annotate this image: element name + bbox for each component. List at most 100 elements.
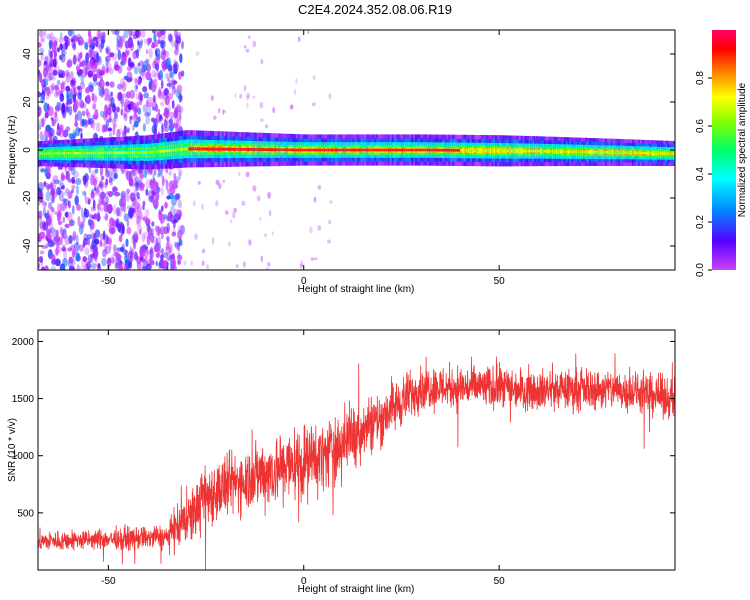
- signal-cell: [354, 148, 358, 152]
- signal-cell: [294, 148, 297, 152]
- noise-speckle: [47, 229, 53, 239]
- signal-cell: [184, 147, 188, 151]
- spectrogram-y-tick-label: 20: [22, 96, 33, 108]
- snr-y-tick-label: 2000: [12, 337, 35, 348]
- signal-cell: [575, 150, 578, 153]
- colorbar-tick-label: 0.6: [695, 119, 706, 133]
- signal-cell: [327, 148, 330, 152]
- signal-cell: [88, 151, 92, 155]
- noise-speckle: [263, 233, 268, 237]
- noise-speckle: [136, 225, 143, 232]
- noise-speckle: [147, 249, 154, 255]
- noise-speckle: [97, 32, 103, 38]
- noise-speckle: [128, 177, 134, 186]
- noise-speckle: [112, 186, 118, 192]
- signal-cell: [122, 151, 125, 154]
- noise-speckle: [173, 88, 177, 94]
- noise-speckle: [60, 32, 63, 39]
- signal-cell: [319, 148, 322, 152]
- noise-speckle: [131, 31, 137, 36]
- noise-speckle: [59, 182, 65, 189]
- noise-speckle: [123, 102, 127, 112]
- noise-speckle: [138, 228, 142, 235]
- noise-speckle: [65, 40, 68, 50]
- noise-speckle: [132, 233, 139, 243]
- signal-cell: [356, 148, 360, 152]
- noise-speckle: [152, 235, 158, 245]
- noise-speckle: [178, 105, 184, 113]
- signal-cell: [491, 149, 494, 152]
- signal-cell: [38, 152, 41, 155]
- signal-cell: [170, 148, 174, 152]
- signal-cell: [182, 147, 186, 151]
- signal-cell: [82, 151, 86, 155]
- spectrogram-x-tick-label: -50: [101, 276, 116, 287]
- noise-speckle: [260, 118, 264, 122]
- noise-speckle: [295, 78, 298, 84]
- signal-cell: [540, 150, 543, 153]
- noise-speckle: [115, 190, 118, 197]
- signal-cell: [475, 149, 479, 152]
- noise-speckle: [153, 168, 157, 176]
- noise-speckle: [80, 101, 85, 109]
- signal-cell: [223, 147, 227, 151]
- noise-speckle: [45, 236, 49, 241]
- noise-speckle: [152, 94, 156, 103]
- noise-speckle: [202, 248, 205, 254]
- signal-cell: [456, 149, 459, 152]
- noise-speckle: [104, 245, 111, 255]
- noise-speckle: [65, 72, 71, 83]
- signal-cell: [90, 151, 94, 155]
- signal-cell: [368, 148, 371, 152]
- noise-speckle: [248, 239, 252, 246]
- noise-speckle: [169, 118, 173, 125]
- noise-speckle: [102, 249, 107, 258]
- signal-cell: [96, 151, 100, 155]
- noise-speckle: [194, 233, 198, 241]
- noise-speckle: [99, 200, 106, 206]
- noise-speckle: [90, 194, 95, 201]
- signal-cell: [290, 148, 293, 152]
- noise-speckle: [101, 124, 106, 133]
- noise-speckle: [80, 39, 85, 46]
- noise-speckle: [241, 200, 246, 206]
- noise-speckle: [81, 110, 86, 117]
- noise-speckle: [166, 222, 170, 234]
- noise-speckle: [141, 265, 147, 270]
- noise-speckle: [74, 195, 79, 206]
- noise-speckle: [51, 132, 55, 142]
- noise-speckle: [97, 263, 101, 269]
- noise-speckle: [71, 176, 75, 184]
- noise-speckle: [102, 230, 106, 240]
- signal-cell: [47, 152, 51, 155]
- noise-speckle: [267, 191, 271, 199]
- noise-speckle: [125, 263, 128, 268]
- signal-cell: [473, 149, 477, 152]
- signal-cell: [305, 148, 309, 152]
- spectrogram-y-tick-label: 0: [22, 147, 33, 153]
- noise-speckle: [100, 40, 105, 50]
- noise-speckle: [72, 30, 75, 37]
- noise-speckle: [143, 258, 148, 265]
- noise-speckle: [246, 95, 249, 101]
- signal-cell: [632, 151, 635, 154]
- signal-cell: [450, 149, 453, 152]
- signal-cell: [344, 148, 348, 152]
- noise-speckle: [129, 170, 134, 179]
- noise-speckle: [171, 122, 177, 128]
- noise-speckle: [69, 219, 75, 227]
- signal-cell: [669, 152, 672, 155]
- signal-cell: [110, 151, 113, 155]
- signal-cell: [407, 148, 410, 152]
- noise-speckle: [76, 65, 81, 72]
- signal-cell: [215, 147, 219, 151]
- noise-speckle: [53, 118, 57, 124]
- noise-speckle: [183, 260, 187, 266]
- signal-cell: [176, 148, 180, 152]
- noise-speckle: [100, 76, 103, 82]
- signal-cell: [655, 152, 659, 155]
- signal-cell: [168, 148, 172, 152]
- signal-cell: [413, 148, 416, 152]
- noise-speckle: [107, 127, 113, 132]
- signal-cell: [252, 148, 256, 151]
